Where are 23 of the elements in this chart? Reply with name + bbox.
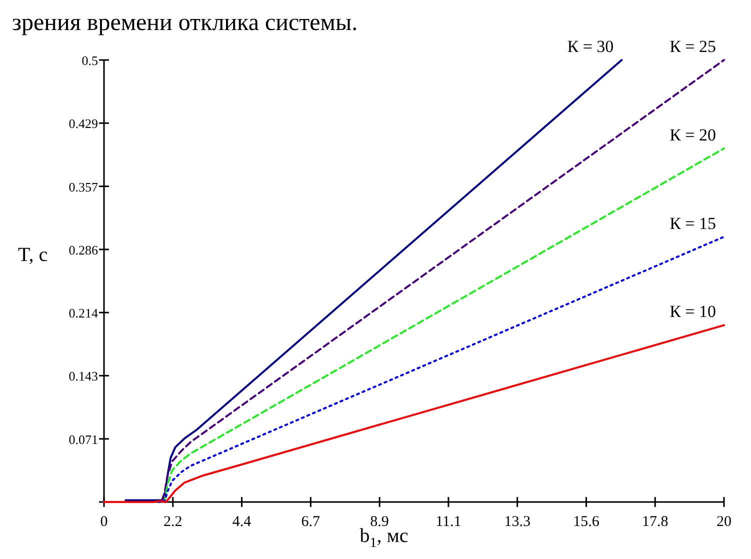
x-tick-label: 20 — [716, 514, 732, 530]
y-tick-label: 0.286 — [68, 242, 98, 258]
text: зрения времени отклика системы. — [12, 10, 358, 36]
y-tick-label: 0.071 — [68, 432, 98, 447]
y-tick-label: 0.214 — [68, 306, 98, 321]
x-tick-label: 11.1 — [436, 514, 462, 530]
series-label: К = 30 — [567, 37, 614, 56]
y-tick-label: 0.357 — [68, 179, 98, 194]
series-label: К = 10 — [670, 302, 716, 322]
x-tick-label: 13.3 — [504, 514, 530, 530]
y-tick-label: 0.429 — [68, 116, 98, 132]
series-label: К = 25 — [670, 37, 716, 56]
x-tick-label: 17.8 — [642, 514, 668, 530]
series-label: К = 15 — [670, 214, 716, 233]
x-tick-label: 6.7 — [301, 514, 321, 530]
y-tick-label: 0.5 — [82, 53, 98, 68]
x-tick-label: 15.6 — [573, 514, 600, 530]
x-tick-label: 4.4 — [232, 514, 252, 530]
series-label: К = 20 — [670, 125, 716, 144]
x-tick-label: 2.2 — [164, 514, 182, 530]
x-tick-label: 0 — [100, 514, 108, 530]
y-axis-title: T, c — [18, 244, 48, 266]
y-tick-label: 0.143 — [68, 368, 98, 384]
